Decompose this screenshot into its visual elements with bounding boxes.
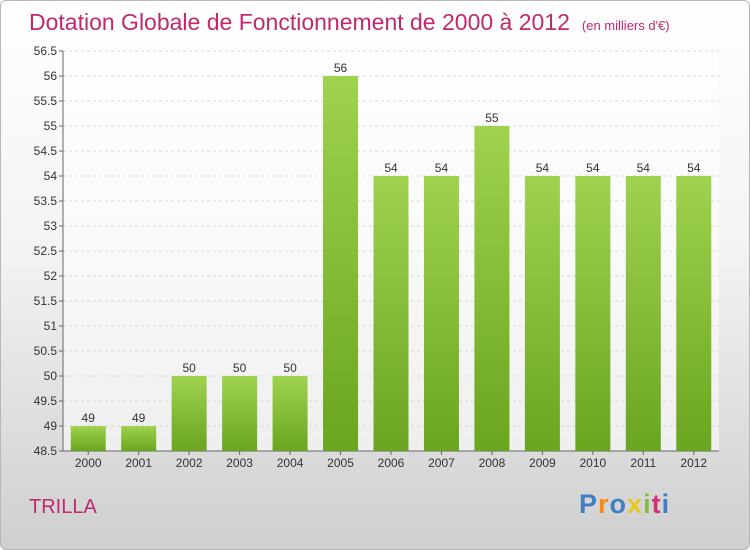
chart-subtitle: (en milliers d'€) bbox=[581, 18, 670, 33]
bar-value-label: 54 bbox=[687, 161, 701, 175]
y-tick-label: 53 bbox=[44, 219, 58, 233]
y-tick-label: 52 bbox=[44, 269, 58, 283]
y-tick-label: 56 bbox=[44, 69, 58, 83]
bar-value-label: 55 bbox=[485, 111, 499, 125]
x-tick-label: 2003 bbox=[226, 456, 253, 470]
logo-letter: r bbox=[598, 489, 610, 519]
x-tick-label: 2001 bbox=[125, 456, 152, 470]
bar-value-label: 56 bbox=[334, 61, 348, 75]
bar bbox=[323, 76, 359, 451]
logo-letter: o bbox=[609, 489, 628, 519]
x-tick-label: 2009 bbox=[529, 456, 556, 470]
x-tick-label: 2007 bbox=[428, 456, 455, 470]
chart-title-text: Dotation Globale de Fonctionnement de 20… bbox=[29, 9, 570, 35]
y-tick-label: 53.5 bbox=[34, 194, 58, 208]
bar bbox=[171, 376, 207, 451]
bar-value-label: 50 bbox=[182, 361, 196, 375]
y-tick-label: 50.5 bbox=[34, 344, 58, 358]
x-tick-label: 2012 bbox=[680, 456, 707, 470]
x-tick-label: 2004 bbox=[277, 456, 304, 470]
proxiti-logo: Proxiti bbox=[579, 489, 670, 520]
logo-letter: i bbox=[661, 489, 671, 519]
logo-letter: x bbox=[627, 489, 644, 519]
y-tick-label: 55 bbox=[44, 119, 58, 133]
logo-letter: P bbox=[579, 489, 599, 519]
bar-value-label: 54 bbox=[637, 161, 651, 175]
y-tick-label: 50 bbox=[44, 369, 58, 383]
bar-value-label: 54 bbox=[536, 161, 550, 175]
bar-value-label: 54 bbox=[384, 161, 398, 175]
bar bbox=[676, 176, 712, 451]
bar bbox=[373, 176, 409, 451]
x-tick-label: 2000 bbox=[75, 456, 102, 470]
y-tick-label: 49.5 bbox=[34, 394, 58, 408]
bar bbox=[423, 176, 459, 451]
bar bbox=[121, 426, 157, 451]
chart-title: Dotation Globale de Fonctionnement de 20… bbox=[29, 9, 670, 36]
bar bbox=[575, 176, 611, 451]
y-tick-label: 51 bbox=[44, 319, 58, 333]
bar bbox=[70, 426, 106, 451]
bar-value-label: 50 bbox=[283, 361, 297, 375]
bar bbox=[625, 176, 661, 451]
logo-letter: t bbox=[651, 489, 662, 519]
x-tick-label: 2008 bbox=[479, 456, 506, 470]
bar-value-label: 49 bbox=[82, 411, 96, 425]
bar bbox=[222, 376, 258, 451]
logo-letter: i bbox=[643, 489, 652, 519]
y-tick-label: 52.5 bbox=[34, 244, 58, 258]
bar-value-label: 54 bbox=[586, 161, 600, 175]
y-tick-label: 55.5 bbox=[34, 94, 58, 108]
y-tick-label: 56.5 bbox=[34, 44, 58, 58]
x-tick-label: 2011 bbox=[630, 456, 656, 470]
y-tick-label: 54.5 bbox=[34, 144, 58, 158]
commune-name: TRILLA bbox=[29, 496, 97, 518]
x-tick-label: 2006 bbox=[378, 456, 405, 470]
bar-value-label: 54 bbox=[435, 161, 449, 175]
x-tick-label: 2005 bbox=[327, 456, 354, 470]
bar bbox=[524, 176, 560, 451]
bar bbox=[474, 126, 510, 451]
y-tick-label: 49 bbox=[44, 419, 58, 433]
y-tick-label: 51.5 bbox=[34, 294, 58, 308]
bar-value-label: 50 bbox=[233, 361, 247, 375]
x-tick-label: 2010 bbox=[579, 456, 606, 470]
bar-value-label: 49 bbox=[132, 411, 146, 425]
y-tick-label: 54 bbox=[44, 169, 58, 183]
y-tick-label: 48.5 bbox=[34, 444, 58, 458]
bar bbox=[272, 376, 308, 451]
x-tick-label: 2002 bbox=[176, 456, 203, 470]
